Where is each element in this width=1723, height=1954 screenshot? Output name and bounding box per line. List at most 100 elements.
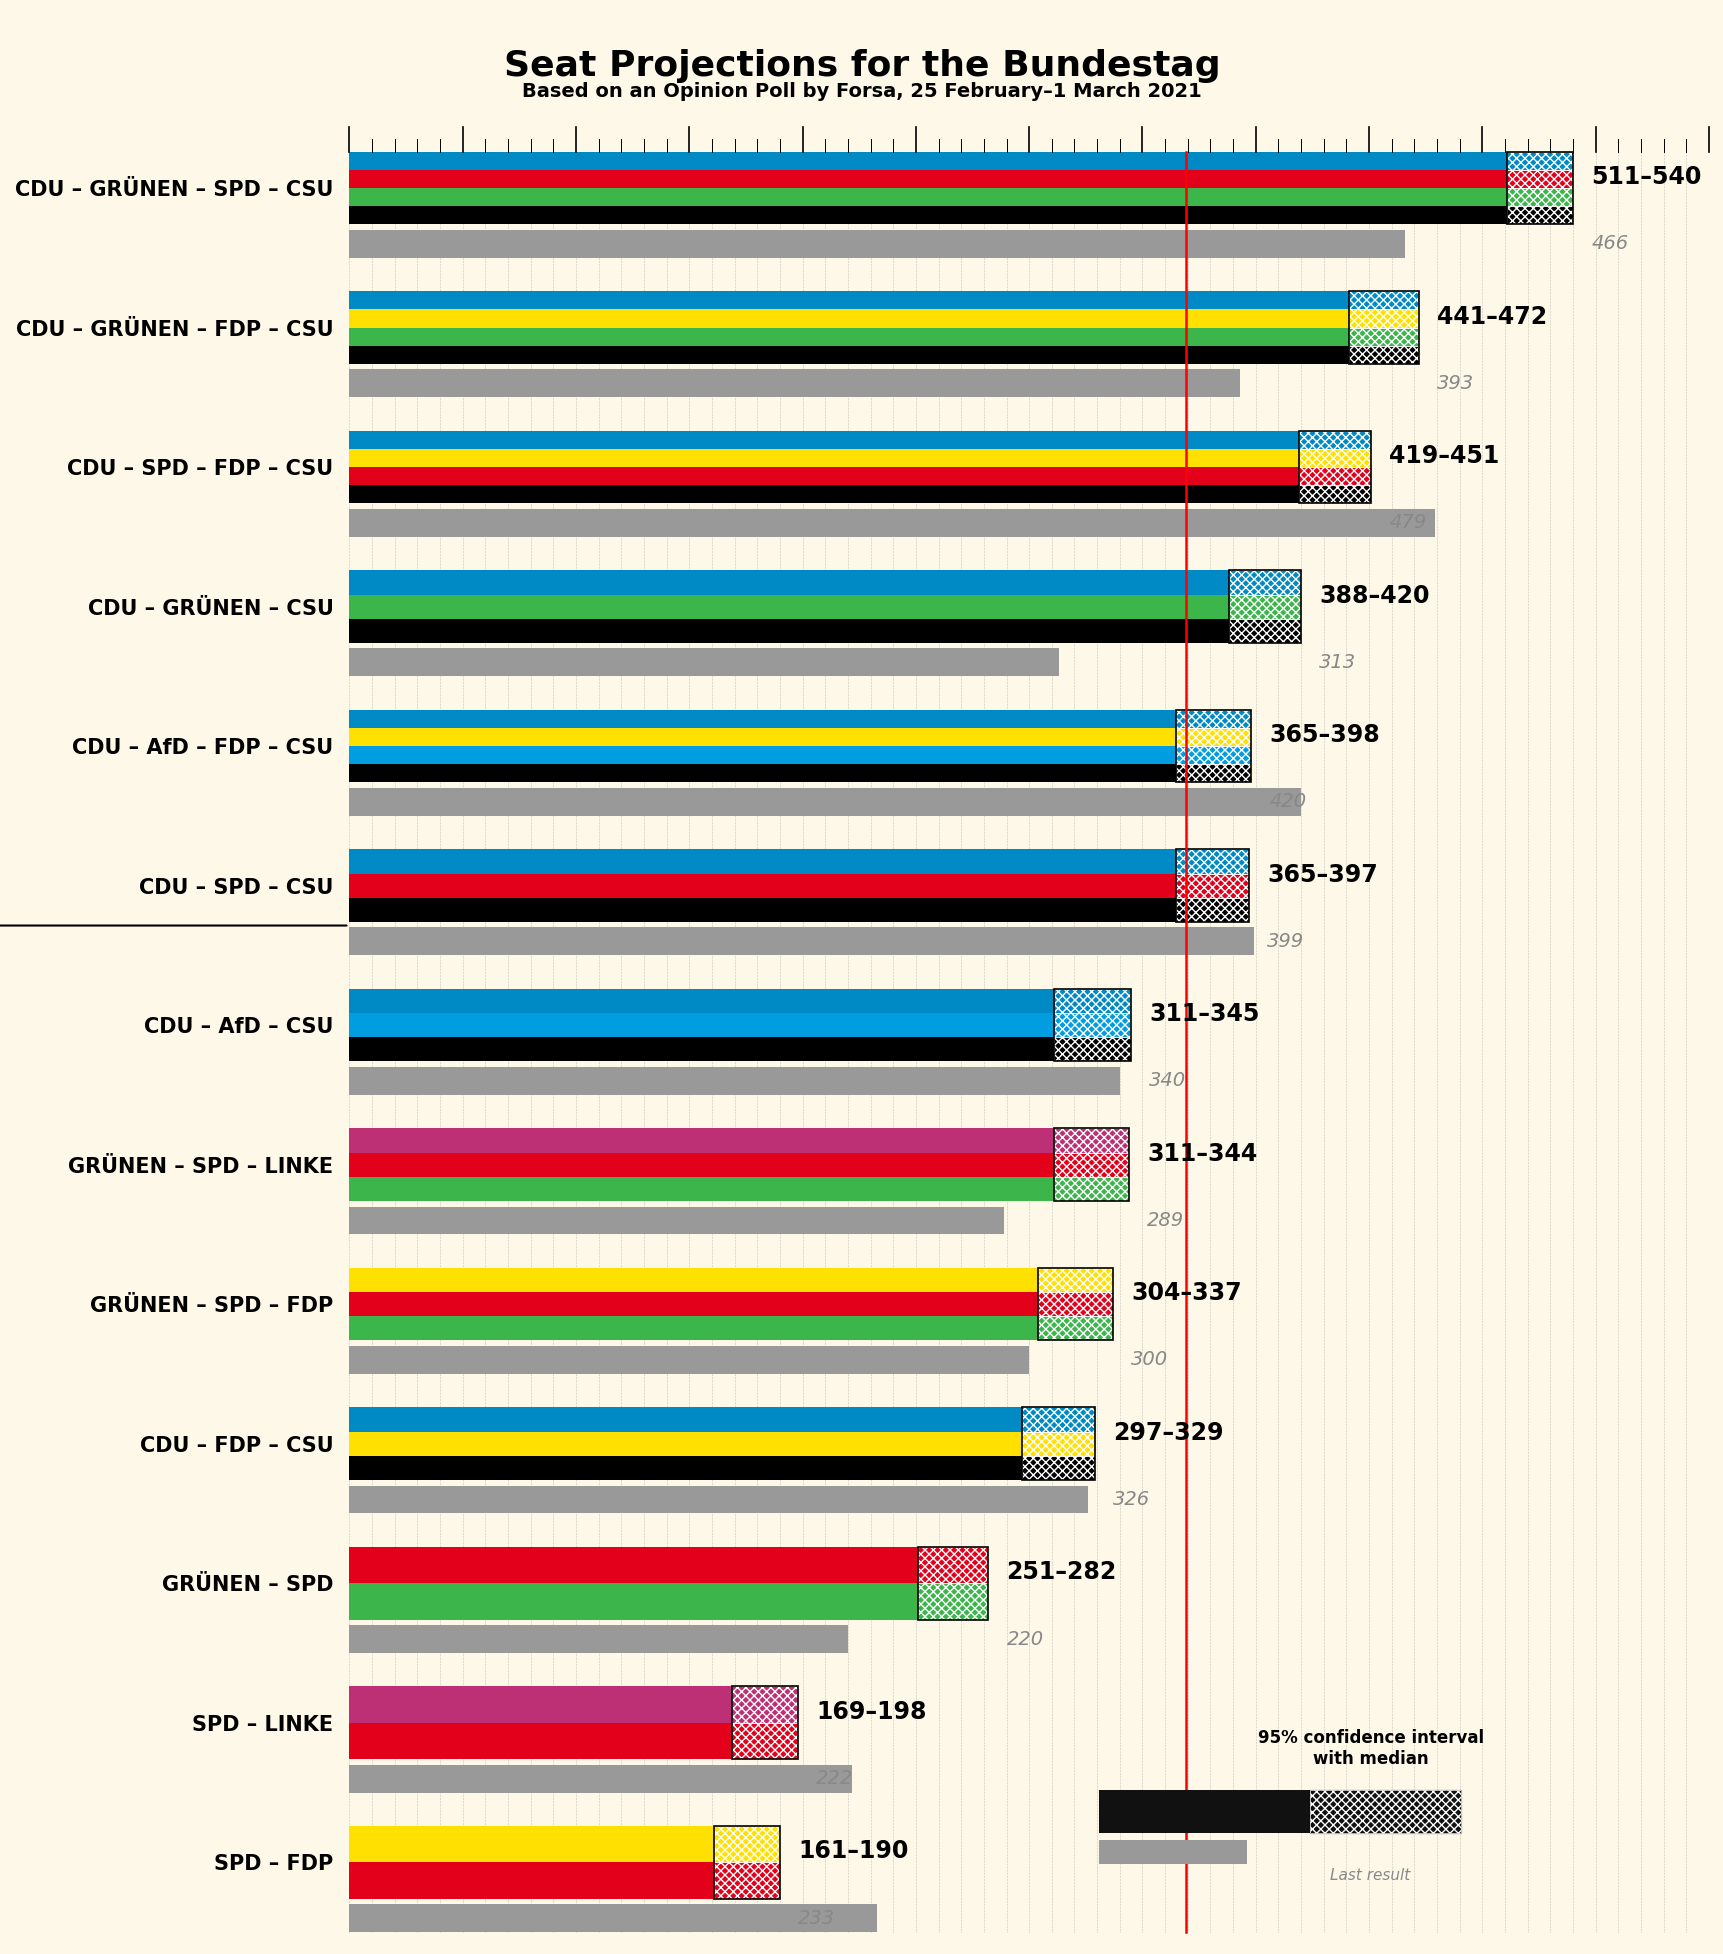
- Text: 95% confidence interval
with median: 95% confidence interval with median: [1256, 1729, 1484, 1768]
- Bar: [1347, 328, 1418, 346]
- Bar: [1037, 1317, 1113, 1340]
- Bar: [1037, 1268, 1113, 1292]
- Bar: [1037, 1268, 1113, 1340]
- Bar: [1037, 1268, 1113, 1292]
- Bar: [1297, 430, 1370, 504]
- Bar: [1053, 1153, 1129, 1176]
- Bar: [1228, 594, 1301, 619]
- Text: 393: 393: [1437, 373, 1473, 393]
- Bar: [350, 1153, 1053, 1176]
- Text: 479: 479: [1389, 514, 1425, 531]
- Bar: [1053, 1012, 1130, 1038]
- Bar: [350, 1723, 732, 1759]
- Bar: [1053, 1127, 1129, 1153]
- Bar: [1053, 1153, 1129, 1176]
- Bar: [350, 1626, 848, 1653]
- Bar: [350, 571, 1228, 594]
- Bar: [1053, 1176, 1129, 1202]
- Bar: [918, 1583, 987, 1620]
- Text: 304–337: 304–337: [1130, 1282, 1241, 1305]
- Bar: [1309, 1790, 1459, 1833]
- Bar: [1347, 309, 1418, 328]
- Text: 326: 326: [1113, 1491, 1149, 1508]
- Text: Seat Projections for the Bundestag: Seat Projections for the Bundestag: [503, 49, 1220, 82]
- Bar: [1175, 850, 1247, 873]
- Bar: [1022, 1456, 1094, 1479]
- Bar: [1099, 1790, 1309, 1833]
- Text: 220: 220: [1006, 1630, 1042, 1649]
- Bar: [1053, 1127, 1129, 1153]
- Bar: [1175, 873, 1247, 897]
- Bar: [1037, 1292, 1113, 1317]
- Bar: [350, 1825, 713, 1862]
- Bar: [350, 467, 1297, 485]
- Bar: [1053, 989, 1130, 1012]
- Bar: [350, 430, 1297, 449]
- Bar: [350, 328, 1347, 346]
- Bar: [350, 309, 1347, 328]
- Bar: [918, 1583, 987, 1620]
- Bar: [918, 1548, 987, 1620]
- Bar: [1297, 449, 1370, 467]
- Bar: [1297, 449, 1370, 467]
- Bar: [1506, 170, 1571, 188]
- Bar: [350, 1548, 918, 1583]
- Text: 365–398: 365–398: [1268, 723, 1380, 746]
- Bar: [1297, 467, 1370, 485]
- Bar: [350, 1012, 1053, 1038]
- Bar: [713, 1862, 779, 1899]
- Bar: [1053, 1012, 1130, 1038]
- Bar: [1175, 850, 1247, 873]
- Bar: [1297, 485, 1370, 504]
- Text: 420: 420: [1268, 793, 1306, 811]
- Bar: [1175, 709, 1251, 729]
- Bar: [350, 619, 1228, 643]
- Bar: [713, 1825, 779, 1862]
- Text: 388–420: 388–420: [1318, 584, 1428, 608]
- Bar: [1037, 1317, 1113, 1340]
- Text: 161–190: 161–190: [798, 1839, 908, 1864]
- Text: 222: 222: [815, 1768, 853, 1788]
- Bar: [1022, 1407, 1094, 1432]
- Bar: [350, 897, 1175, 922]
- Bar: [350, 746, 1175, 764]
- Bar: [1175, 850, 1247, 922]
- Text: 399: 399: [1266, 932, 1304, 952]
- Bar: [350, 231, 1404, 258]
- Bar: [1347, 291, 1418, 309]
- Bar: [1175, 729, 1251, 746]
- Bar: [350, 989, 1053, 1012]
- Bar: [732, 1723, 798, 1759]
- Bar: [350, 1862, 713, 1899]
- Bar: [1175, 764, 1251, 782]
- Bar: [1053, 989, 1130, 1061]
- Text: 289: 289: [1146, 1211, 1184, 1229]
- Bar: [350, 1346, 1029, 1374]
- Bar: [1022, 1456, 1094, 1479]
- Bar: [1022, 1432, 1094, 1456]
- Bar: [1347, 309, 1418, 328]
- Text: 441–472: 441–472: [1437, 305, 1546, 328]
- Bar: [1175, 746, 1251, 764]
- Bar: [350, 1764, 851, 1792]
- Text: 300: 300: [1130, 1350, 1168, 1370]
- Bar: [1347, 346, 1418, 363]
- Bar: [350, 152, 1506, 170]
- Bar: [1022, 1407, 1094, 1479]
- Bar: [350, 928, 1253, 956]
- Text: 169–198: 169–198: [815, 1700, 927, 1723]
- Bar: [350, 449, 1297, 467]
- Bar: [350, 1485, 1087, 1514]
- Bar: [1506, 188, 1571, 207]
- Bar: [350, 188, 1506, 207]
- Bar: [350, 346, 1347, 363]
- Text: Last result: Last result: [1330, 1868, 1409, 1884]
- Text: 233: 233: [798, 1909, 834, 1927]
- Bar: [350, 1686, 732, 1723]
- Bar: [1347, 346, 1418, 363]
- Bar: [732, 1686, 798, 1759]
- Bar: [350, 709, 1175, 729]
- Bar: [350, 207, 1506, 225]
- Bar: [350, 764, 1175, 782]
- Bar: [350, 1903, 877, 1933]
